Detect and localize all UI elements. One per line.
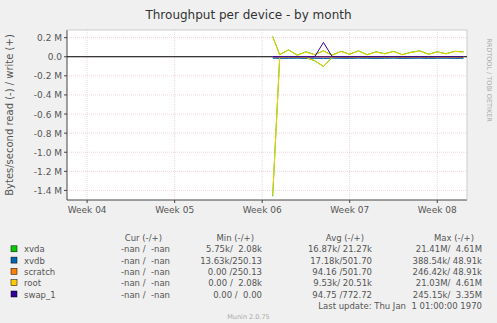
x-grid-line bbox=[87, 30, 88, 200]
legend-stat: 9.53k/ 20.51k bbox=[313, 278, 372, 288]
x-tick-label: Week 07 bbox=[330, 205, 369, 215]
write-line bbox=[273, 37, 464, 56]
legend-stat: 246.42k/ 48.91k bbox=[413, 267, 483, 277]
legend-swatch bbox=[11, 291, 17, 297]
y-tick-label: -1.4 M bbox=[34, 186, 62, 196]
x-tick-label: Week 06 bbox=[243, 205, 282, 215]
legend-label: scratch bbox=[24, 267, 55, 277]
write-line bbox=[273, 42, 464, 56]
x-tick-label: Week 08 bbox=[418, 205, 457, 215]
legend-swatch bbox=[11, 246, 17, 252]
y-grid-line bbox=[67, 94, 467, 95]
legend-stat: 21.41M/ 4.61M bbox=[416, 244, 482, 254]
legend-stat: 0.00 / 2.08k bbox=[208, 278, 262, 288]
legend-stat: -nan / -nan bbox=[121, 244, 170, 254]
legend-label: swap_1 bbox=[24, 290, 56, 300]
legend-stat: -nan / -nan bbox=[121, 278, 170, 288]
legend-swatch bbox=[11, 257, 17, 263]
x-grid-line bbox=[262, 30, 263, 200]
background bbox=[0, 0, 497, 323]
y-tick-label: -1.0 M bbox=[34, 148, 62, 158]
read-line bbox=[273, 58, 464, 59]
legend-label: xvdb bbox=[24, 256, 45, 266]
x-grid-line bbox=[174, 30, 175, 200]
legend-stat: -nan / -nan bbox=[121, 290, 170, 300]
write-line bbox=[273, 36, 464, 55]
chart: Throughput per device - by month Bytes/se… bbox=[0, 0, 497, 323]
y-grid-line bbox=[67, 190, 467, 191]
legend-header: Cur (-/+) bbox=[125, 233, 162, 243]
title: Throughput per device - by month bbox=[144, 8, 351, 22]
x-grid-line bbox=[437, 30, 438, 200]
legend-stat: 94.16 /501.70 bbox=[312, 267, 372, 277]
y-grid-line bbox=[67, 152, 467, 153]
legend-label: xvda bbox=[24, 244, 45, 254]
y-tick-label: 0.2 M bbox=[37, 33, 62, 43]
x-axis bbox=[67, 200, 467, 201]
legend-stat: 16.87k/ 21.27k bbox=[308, 244, 372, 254]
credit: RRDTOOL / TOBI OETIKER bbox=[485, 38, 493, 122]
legend-stat: 0.00 /250.13 bbox=[208, 267, 262, 277]
legend-stat: 21.03M/ 4.61M bbox=[416, 278, 482, 288]
legend-stat: 94.75 /772.72 bbox=[312, 290, 372, 300]
y-tick-label: 0.0 bbox=[48, 52, 63, 62]
plot-frame bbox=[67, 30, 467, 31]
y-grid-line bbox=[67, 171, 467, 172]
legend-header: Avg (-/+) bbox=[326, 233, 364, 243]
read-line bbox=[273, 57, 464, 195]
legend-header: Max (-/+) bbox=[434, 233, 474, 243]
x-tick-label: Week 04 bbox=[68, 205, 107, 215]
plot-frame bbox=[467, 30, 468, 200]
series-group bbox=[273, 36, 464, 196]
plot-area bbox=[67, 30, 467, 200]
x-grid-line bbox=[349, 30, 350, 200]
legend-stat: 5.75k/ 2.08k bbox=[206, 244, 262, 254]
y-axis-label: Bytes/second read (-) / write (+) bbox=[4, 34, 15, 196]
legend-stat: 0.00 / 0.00 bbox=[213, 290, 262, 300]
legend-stat: 17.18k/501.70 bbox=[310, 256, 372, 266]
legend-stat: 13.63k/250.13 bbox=[200, 256, 262, 266]
y-tick-label: -0.2 M bbox=[34, 71, 62, 81]
y-axis bbox=[67, 30, 68, 200]
legend-swatch bbox=[11, 268, 17, 274]
y-grid-line bbox=[67, 37, 467, 38]
last-update: Last update: Thu Jan 1 01:00:00 1970 bbox=[318, 301, 482, 311]
y-tick-label: -0.4 M bbox=[34, 90, 62, 100]
legend-label: root bbox=[24, 278, 42, 288]
footer: Munin 2.0.75 bbox=[227, 313, 270, 321]
y-tick-label: -0.8 M bbox=[34, 129, 62, 139]
y-grid-line bbox=[67, 75, 467, 76]
legend-swatch bbox=[11, 280, 17, 286]
legend-header: Min (-/+) bbox=[217, 233, 254, 243]
y-tick-label: -0.6 M bbox=[34, 110, 62, 120]
legend-stat: -nan / -nan bbox=[121, 267, 170, 277]
y-tick-label: -1.2 M bbox=[34, 167, 62, 177]
read-line bbox=[273, 57, 464, 196]
legend-stat: 388.54k/ 48.91k bbox=[413, 256, 483, 266]
legend-stat: 245.15k/ 3.35M bbox=[413, 290, 482, 300]
y-grid-line bbox=[67, 133, 467, 134]
y-grid-line bbox=[67, 114, 467, 115]
legend-stat: -nan / -nan bbox=[121, 256, 170, 266]
x-tick-label: Week 05 bbox=[155, 205, 194, 215]
